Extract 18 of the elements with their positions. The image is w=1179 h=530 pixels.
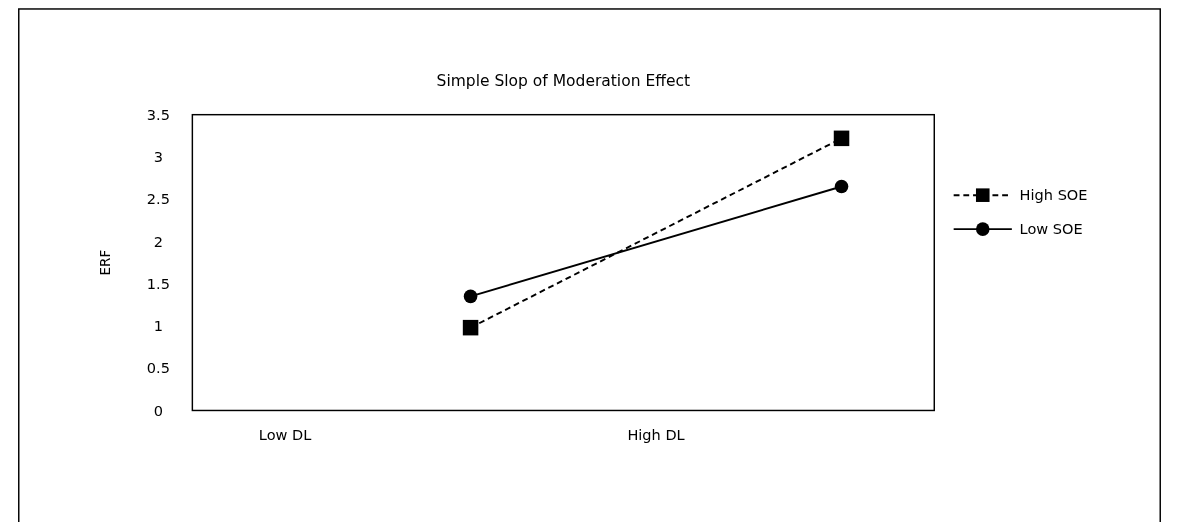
y-tick-label: 2.5	[146, 191, 170, 208]
legend-label: High SOE	[1019, 187, 1088, 204]
point	[462, 319, 479, 336]
y-tick-label: 3	[153, 149, 164, 166]
y-axis-title: ERF	[96, 249, 113, 276]
point	[834, 179, 849, 194]
x-tick-label: Low DL	[258, 426, 313, 443]
y-tick-label: 1	[153, 318, 164, 335]
y-tick-label: 0	[153, 402, 164, 419]
y-tick-label: 0.5	[146, 360, 170, 377]
y-tick-label: 3.5	[146, 106, 170, 123]
chart-title: Simple Slop of Moderation Effect	[436, 71, 691, 90]
legend-label: Low SOE	[1019, 221, 1083, 238]
point	[463, 289, 478, 304]
y-tick-label: 1.5	[146, 275, 170, 292]
y-tick-label: 2	[153, 233, 164, 250]
x-tick-label: High DL	[627, 426, 686, 443]
point	[833, 130, 850, 147]
